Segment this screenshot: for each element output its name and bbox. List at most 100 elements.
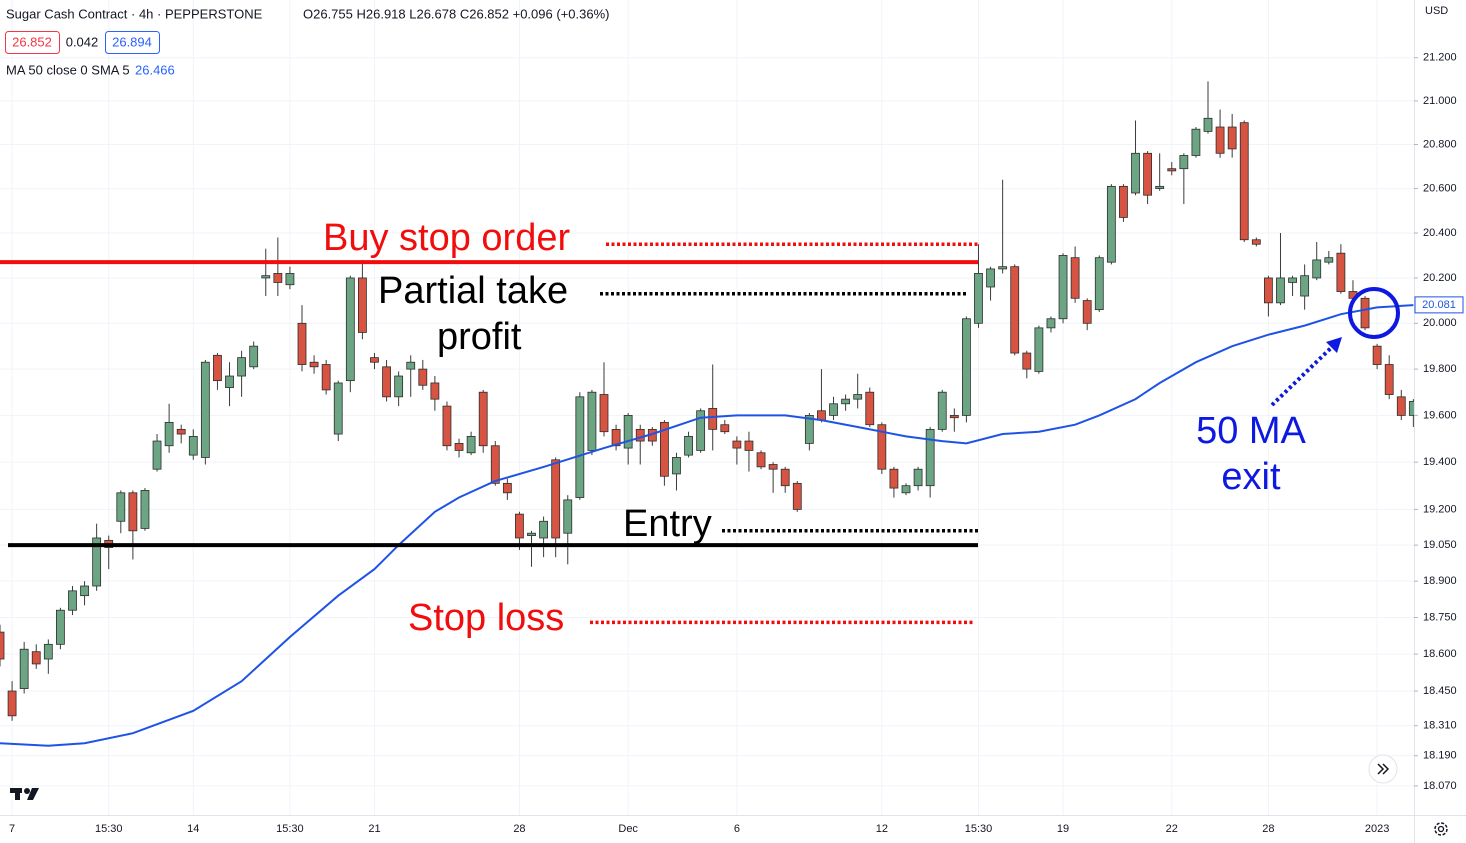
scroll-to-end-button[interactable] — [1368, 754, 1398, 784]
candle-body — [1155, 185, 1165, 189]
candle-body — [611, 428, 621, 447]
candle-body — [551, 459, 561, 539]
y-tick-label: 21.200 — [1423, 52, 1457, 64]
candle-body — [672, 457, 681, 475]
candle-body — [1022, 352, 1032, 370]
candle-body — [974, 273, 983, 324]
candle-body — [285, 273, 295, 286]
candle-body — [1264, 277, 1273, 304]
candle-body — [599, 394, 609, 433]
ma-legend-name[interactable]: MA 50 close 0 SMA 5 — [6, 62, 130, 77]
candle-body — [804, 415, 814, 444]
y-tick-label: 20.800 — [1423, 138, 1457, 150]
candle-body — [853, 394, 863, 400]
candle-body — [382, 366, 391, 398]
bid-box[interactable] — [5, 31, 60, 54]
settings-button[interactable] — [1434, 822, 1448, 836]
candle-body — [56, 609, 65, 645]
candle-body — [7, 690, 17, 717]
y-tick-label: 19.800 — [1423, 363, 1457, 375]
candle-body — [31, 651, 41, 665]
y-tick-label: 19.400 — [1423, 456, 1457, 468]
x-tick-label: 7 — [9, 823, 15, 835]
y-tick-label: 18.900 — [1423, 575, 1457, 587]
candle-body — [623, 415, 633, 449]
candle-body — [80, 585, 89, 597]
candle-body — [1239, 122, 1249, 241]
candle-body — [1372, 345, 1382, 365]
candle-body — [1203, 117, 1213, 132]
currency-label[interactable]: USD — [1425, 5, 1448, 17]
candle-body — [1300, 275, 1310, 297]
y-tick-label: 19.200 — [1423, 503, 1457, 515]
y-tick-label: 19.600 — [1423, 409, 1457, 421]
y-tick-label: 18.450 — [1423, 685, 1457, 697]
candle-body — [1215, 126, 1225, 154]
candle-body — [140, 490, 150, 529]
candle-body — [925, 428, 935, 487]
x-tick-label: 12 — [876, 823, 888, 835]
candle-body — [1384, 364, 1394, 395]
x-tick-label: 22 — [1166, 823, 1178, 835]
candle-body — [901, 485, 911, 494]
candle-body — [1408, 401, 1414, 416]
ask-price[interactable]: 26.894 — [112, 34, 152, 49]
candle-body — [442, 405, 452, 447]
annotation-text: Partial take — [378, 270, 568, 312]
candle-body — [1396, 396, 1406, 416]
candle-body — [1167, 168, 1177, 172]
candle-body — [213, 354, 222, 382]
ma-price-tag-label: 20.081 — [1422, 299, 1456, 311]
ask-box[interactable] — [105, 31, 160, 54]
x-tick-label: Dec — [618, 823, 638, 835]
candle-body — [515, 513, 524, 539]
x-tick-label: 28 — [1262, 823, 1274, 835]
annotation-text: Entry — [623, 503, 712, 545]
annotation-text: 50 MA — [1196, 410, 1306, 452]
candle-body — [321, 364, 331, 391]
x-tick-label: 28 — [513, 823, 525, 835]
y-tick-label: 18.600 — [1423, 648, 1457, 660]
candle-body — [1179, 155, 1189, 170]
tradingview-logo[interactable] — [10, 788, 39, 800]
x-tick-label: 15:30 — [95, 823, 123, 835]
candle-body — [19, 648, 29, 689]
candle-body — [1094, 257, 1104, 311]
candle-body — [273, 273, 283, 283]
candle-body — [1131, 152, 1140, 194]
candle-body — [43, 643, 53, 660]
candle-body — [406, 361, 416, 370]
x-tick-label: 19 — [1057, 823, 1069, 835]
y-tick-label: 18.190 — [1423, 750, 1457, 762]
candle-body — [1058, 255, 1068, 320]
candle-body — [68, 590, 77, 611]
candle-body — [1010, 266, 1020, 354]
candle-body — [817, 410, 826, 421]
candle-body — [539, 520, 548, 539]
x-tick-label: 21 — [368, 823, 380, 835]
candle-body — [829, 403, 838, 416]
x-tick-label: 2023 — [1365, 823, 1389, 835]
candle-body — [164, 421, 174, 447]
candle-body — [1251, 239, 1261, 245]
y-tick-label: 18.070 — [1423, 780, 1457, 792]
grid — [0, 0, 1414, 815]
candle-body — [998, 266, 1008, 270]
candle-body — [0, 631, 5, 660]
exit-arrow — [1270, 343, 1336, 407]
candle-body — [865, 391, 875, 426]
candle-body — [370, 357, 379, 363]
candle-body — [430, 382, 440, 400]
symbol-title: Sugar Cash Contract · 4h · PEPPERSTONE — [6, 6, 263, 21]
bid-price[interactable]: 26.852 — [12, 34, 52, 49]
x-tick-label: 15:30 — [276, 823, 304, 835]
candle-body — [237, 357, 247, 377]
y-tick-label: 20.600 — [1423, 182, 1457, 194]
candle-body — [1070, 257, 1080, 299]
candle-body — [502, 482, 512, 494]
candle-body — [792, 482, 802, 510]
y-tick-label: 20.200 — [1423, 272, 1457, 284]
annotation-text: profit — [437, 316, 522, 358]
candle-body — [527, 532, 536, 536]
